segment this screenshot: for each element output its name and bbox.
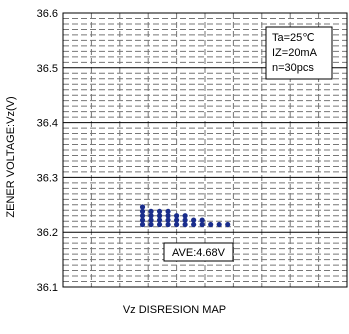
data-point [165, 208, 171, 214]
data-point [191, 217, 197, 223]
y-tick-label: 36.3 [37, 172, 58, 184]
data-point [191, 221, 197, 228]
condition-temperature: Ta=25℃ [272, 32, 315, 44]
data-point [208, 221, 214, 228]
data-point [199, 221, 205, 228]
data-point [139, 221, 146, 228]
data-point [148, 217, 154, 223]
chart-caption: Vz DISRESION MAP [122, 304, 227, 316]
y-tick-label: 36.2 [37, 227, 58, 239]
data-point [174, 221, 180, 228]
data-point [156, 221, 163, 228]
y-tick-label: 36.4 [37, 118, 58, 130]
data-point [182, 213, 188, 219]
data-point [139, 204, 146, 210]
data-point [165, 217, 171, 223]
data-point [139, 217, 146, 223]
data-point [174, 213, 180, 219]
data-point [199, 217, 205, 223]
data-points [139, 204, 231, 228]
data-point [182, 221, 188, 228]
condition-sample-count: n=30pcs [272, 62, 314, 74]
data-point [139, 208, 146, 214]
y-tick-label: 36.6 [37, 8, 58, 20]
y-tick-label: 36.5 [37, 63, 58, 75]
data-point [182, 217, 188, 223]
data-point [139, 213, 146, 219]
data-point [174, 217, 180, 223]
data-point [156, 217, 163, 223]
data-point [148, 221, 154, 228]
condition-current: IZ=20mA [272, 47, 318, 59]
data-point [156, 208, 163, 214]
data-point [148, 213, 154, 219]
plot-area [62, 12, 348, 288]
y-axis-ticks: 36.6 36.5 36.4 36.3 36.2 36.1 [37, 8, 58, 294]
average-label: AVE:4.68V [172, 247, 226, 259]
data-point [156, 213, 163, 219]
average-box: AVE:4.68V [163, 242, 234, 262]
data-point [165, 221, 171, 228]
data-point [165, 213, 171, 219]
y-axis-title: ZENER VOLTAGE:Vz(V) [5, 96, 17, 217]
data-point [225, 221, 231, 228]
conditions-box: Ta=25℃ IZ=20mA n=30pcs [265, 26, 333, 80]
data-point [216, 221, 222, 228]
data-point [148, 208, 154, 214]
y-tick-label: 36.1 [37, 282, 58, 294]
